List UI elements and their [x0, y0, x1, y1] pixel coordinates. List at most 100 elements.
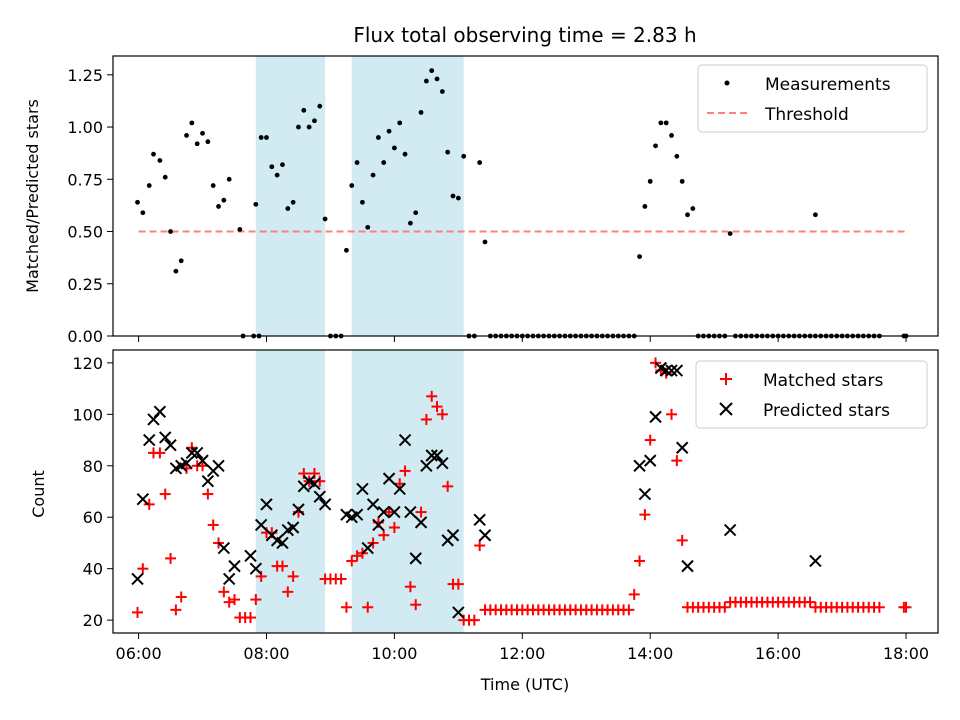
x-tick-label: 12:00: [499, 644, 545, 663]
measurement-point: [296, 124, 301, 130]
predicted-star-point: [136, 493, 150, 506]
predicted-star-point: [153, 405, 167, 418]
measurement-point: [370, 172, 376, 178]
predicted-star-point: [228, 559, 241, 573]
measurement-point: [274, 172, 280, 178]
matched-star-point: [436, 408, 448, 420]
measurement-point: [189, 120, 195, 126]
matched-star-point: [623, 604, 635, 616]
matched-star-point: [442, 480, 454, 492]
measurement-point: [322, 216, 328, 222]
measurement-point: [482, 239, 488, 245]
matched-star-point: [229, 594, 241, 606]
measurement-point: [397, 120, 403, 126]
matched-star-point: [165, 552, 177, 564]
legend-matched-marker: [720, 373, 732, 385]
x-tick-label: 08:00: [243, 644, 289, 663]
measurement-point: [418, 110, 424, 115]
measurement-point: [301, 107, 307, 113]
measurement-point: [280, 162, 285, 168]
predicted-star-point: [185, 446, 199, 460]
measurement-point: [477, 160, 483, 165]
measurement-point: [237, 227, 243, 232]
measurement-point: [210, 183, 216, 188]
predicted-star-point: [446, 529, 460, 542]
y-tick-label: 40: [83, 560, 103, 579]
predicted-star-point: [414, 516, 428, 529]
predicted-star-point: [649, 410, 662, 424]
matched-star-point: [804, 596, 816, 608]
bottom-legend-box: [695, 360, 928, 429]
measurement-point: [135, 199, 140, 205]
measurement-point: [658, 120, 664, 126]
measurement-point: [455, 195, 461, 201]
predicted-star-point: [644, 454, 657, 467]
predicted-star-point: [260, 498, 273, 511]
measurement-point: [445, 149, 451, 155]
predicted-star-point: [809, 554, 822, 568]
matched-star-point: [346, 555, 358, 567]
matched-star-point: [426, 390, 438, 402]
matched-star-point: [628, 588, 640, 600]
measurement-point: [647, 178, 653, 184]
matched-star-point: [282, 586, 294, 598]
counts-series: [131, 357, 912, 626]
y-tick-label: 1.25: [67, 66, 103, 85]
observing-window-1: [255, 56, 326, 336]
predicted-star-point: [425, 449, 438, 462]
predicted-star-point: [681, 559, 694, 573]
bottom-y-ticks: 20 40 60 80 100 120: [72, 354, 113, 630]
measurement-point: [376, 135, 381, 140]
predicted-star-point: [388, 505, 401, 519]
predicted-star-point: [254, 518, 268, 532]
predicted-star-point: [196, 454, 209, 467]
predicted-star-point: [430, 449, 444, 462]
x-tick-label: 18:00: [883, 644, 929, 663]
legend-predicted-marker: [719, 402, 733, 416]
measurement-point: [216, 204, 221, 209]
y-tick-label: 120: [72, 354, 103, 373]
predicted-star-point: [398, 433, 412, 447]
matched-star-point: [351, 550, 363, 562]
predicted-star-point: [478, 529, 492, 542]
predicted-star-point: [393, 482, 406, 496]
predicted-star-point: [675, 441, 689, 454]
chart-title: Flux total observing time = 2.83 h: [353, 23, 696, 47]
matched-star-point: [383, 506, 395, 518]
x-tick-label: 10:00: [371, 644, 417, 663]
measurement-point: [184, 133, 189, 138]
measurement-point: [162, 174, 168, 180]
x-axis-label: Time (UTC): [480, 675, 569, 694]
matched-star-point: [415, 506, 427, 518]
predicted-star-point: [350, 508, 364, 521]
matched-star-point: [410, 599, 422, 611]
predicted-star-point: [131, 572, 144, 586]
measurement-point: [429, 68, 435, 74]
measurement-point: [258, 135, 264, 140]
predicted-star-point: [372, 518, 385, 532]
matched-star-point: [719, 601, 731, 613]
measurement-point: [317, 103, 323, 109]
matched-star-point: [362, 601, 374, 613]
measurement-point: [653, 143, 658, 149]
matched-star-point: [644, 434, 656, 446]
predicted-star-point: [452, 606, 465, 619]
matched-star-point: [634, 555, 646, 567]
matched-star-point: [218, 586, 230, 598]
bottom-x-ticks: 06:00 08:00 10:00 12:00 14:00 16:00 18:00: [116, 633, 929, 663]
matched-star-point: [468, 614, 480, 626]
predicted-star-point: [377, 505, 390, 519]
matched-star-point: [202, 488, 214, 500]
measurement-point: [674, 153, 680, 159]
predicted-star-point: [404, 505, 417, 519]
matched-star-point: [159, 488, 171, 500]
measurement-point: [450, 193, 456, 199]
measurement-point: [381, 160, 387, 165]
predicted-star-point: [638, 487, 652, 501]
measurement-point: [269, 164, 275, 170]
matched-star-point: [245, 612, 256, 624]
measurement-point: [360, 199, 365, 205]
measurement-point: [813, 212, 818, 218]
series-predicted-stars: [131, 361, 822, 619]
predicted-star-point: [159, 431, 172, 444]
